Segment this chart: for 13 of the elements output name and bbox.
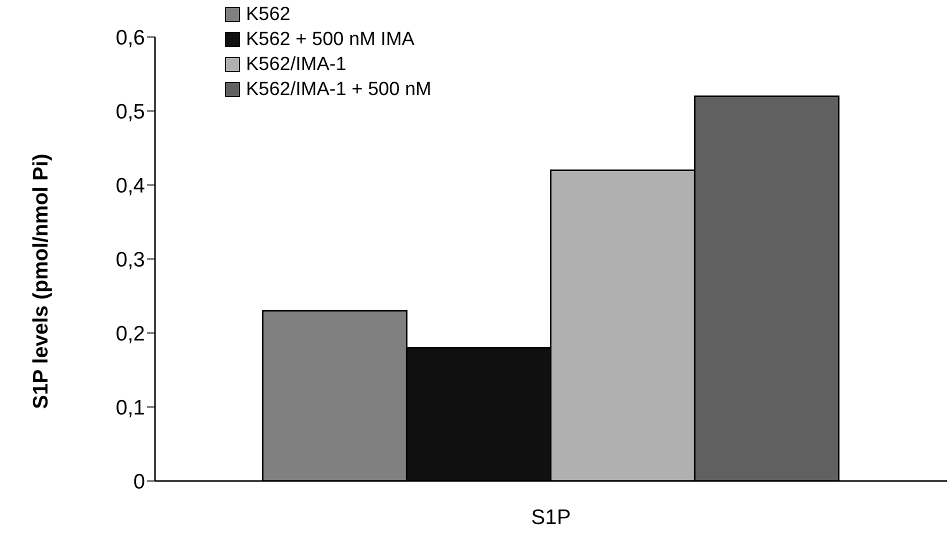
y-tick-label: 0,5 bbox=[116, 100, 145, 124]
y-tick-label: 0,2 bbox=[116, 322, 145, 346]
y-tick-label: 0,3 bbox=[116, 248, 145, 272]
y-tick-label: 0,4 bbox=[116, 174, 146, 198]
y-tick-label: 0,1 bbox=[116, 396, 145, 420]
legend-label: K562/IMA-1 bbox=[246, 53, 346, 77]
y-axis-title: S1P levels (pmol/nmol Pi) bbox=[29, 154, 52, 409]
x-tick-label: S1P bbox=[531, 506, 571, 529]
y-tick-label: 0,6 bbox=[116, 26, 145, 50]
legend-label: K562/IMA-1 + 500 nM bbox=[246, 78, 432, 102]
legend-label: K562 bbox=[246, 3, 290, 27]
legend-label: K562 + 500 nM IMA bbox=[246, 28, 414, 52]
y-tick-label: 0 bbox=[133, 470, 145, 494]
